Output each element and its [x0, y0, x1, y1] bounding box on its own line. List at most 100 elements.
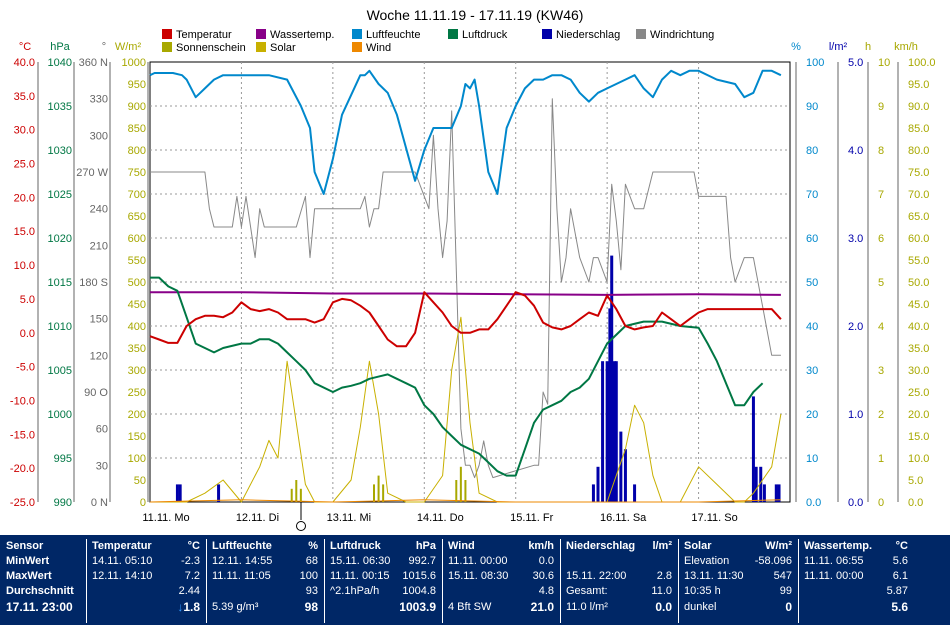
stats-divider [86, 539, 87, 623]
y-tick-label: 750 [128, 167, 146, 179]
legend-label: Wind [366, 42, 391, 54]
press-max: 1015.6 [402, 570, 436, 582]
series-line-luftdruck [150, 276, 764, 477]
y-tick-label: 600 [128, 233, 146, 245]
sunshine-bar [295, 480, 298, 502]
legend-swatch [352, 42, 362, 52]
solar-elevation: -58.096 [754, 555, 792, 567]
y-tick-label: 200 [128, 409, 146, 421]
hum-max-time: 11.11. 11:05 [212, 570, 271, 582]
y-tick-label: 250 [128, 387, 146, 399]
rain-max-time: 15.11. 22:00 [566, 570, 627, 582]
wind-avg: 4.8 [538, 585, 554, 597]
wind-max: 30.6 [532, 570, 554, 582]
y-tick-label: 90.0 [908, 101, 929, 113]
y-tick-label: 60 [96, 424, 108, 436]
rain-max: 2.8 [656, 570, 672, 582]
stats-humidity-column: Luftfeuchte% 12.11. 14:55 68 11.11. 11:05… [212, 539, 322, 623]
rain-bar [178, 484, 182, 502]
y-tick-label: 400 [128, 321, 146, 333]
y-axis-unit: km/h [894, 41, 918, 53]
y-tick-label: 5 [878, 277, 884, 289]
y-tick-label: 800 [128, 145, 146, 157]
rain-bar [762, 484, 766, 502]
stats-rain-column: Niederschlag l/m² 15.11. 22:00 2.8 Gesamt:… [566, 539, 676, 623]
y-tick-label: 1035 [48, 101, 72, 113]
water-min-time: 11.11. 06:55 [804, 555, 864, 567]
rain-bar [759, 466, 763, 502]
legend-swatch [448, 29, 458, 39]
y-tick-label: 50 [134, 475, 146, 487]
solar-status: dunkel [684, 601, 717, 613]
wind-max-time: 15.11. 08:30 [448, 570, 509, 582]
y-tick-label: 40.0 [908, 321, 929, 333]
y-tick-label: 60 [806, 233, 818, 245]
y-tick-label: 90 [806, 101, 818, 113]
rain-bar [751, 396, 755, 502]
y-tick-label: 5.0 [848, 57, 863, 69]
y-tick-label: 5.0 [20, 294, 35, 306]
stats-solar-column: Solar W/m² Elevation -58.096 13.11. 11:30 5… [684, 539, 796, 623]
y-tick-label: 500 [128, 277, 146, 289]
solar-elevation-label: Elevation [684, 555, 730, 567]
y-tick-label: 25.0 [908, 387, 929, 399]
stats-divider [206, 539, 207, 623]
y-tick-label: 10 [878, 57, 890, 69]
rain-total-label: Gesamt: [566, 585, 608, 597]
press-max-time: 11.11. 00:15 [330, 570, 390, 582]
wind-current: 21.0 [530, 600, 554, 614]
rain-bar [601, 361, 605, 502]
chart-title: Woche 11.11.19 - 17.11.19 (KW46) [367, 7, 584, 23]
stats-sensor-header: Sensor [6, 540, 44, 552]
water-current: 5.6 [891, 600, 908, 614]
y-tick-label: 0 [878, 497, 884, 509]
legend-label: Windrichtung [650, 29, 714, 41]
y-tick-label: 3.0 [848, 233, 863, 245]
legend-label: Luftfeuchte [366, 29, 420, 41]
y-tick-label: 150 [90, 314, 108, 326]
water-min: 5.6 [892, 555, 908, 567]
rain-bar [623, 449, 627, 502]
y-tick-label: 1000 [48, 409, 72, 421]
rain-bar [754, 466, 758, 502]
y-tick-label: 85.0 [908, 123, 929, 135]
y-tick-label: 75.0 [908, 167, 929, 179]
stats-minwert-label: MinWert [6, 555, 50, 567]
stats-divider [324, 539, 325, 623]
y-tick-label: 1.0 [848, 409, 863, 421]
rain-bar [619, 431, 623, 502]
series-line-windrichtung [150, 98, 781, 479]
rain-bar [612, 361, 616, 502]
y-tick-label: 10.0 [14, 260, 35, 272]
x-tick-label: 12.11. Di [236, 512, 279, 524]
hum-avg: 93 [305, 585, 318, 597]
press-avg: 1004.8 [402, 585, 436, 597]
y-axis-unit: °C [19, 41, 31, 53]
x-tick-label: 13.11. Mi [327, 512, 371, 524]
y-tick-label: 65.0 [908, 211, 929, 223]
sunshine-bar [373, 484, 375, 502]
y-tick-label: 550 [128, 255, 146, 267]
solar-header: Solar [684, 540, 712, 552]
y-tick-label: 35.0 [14, 91, 35, 103]
stats-avg-label: Durchschnitt [6, 585, 74, 597]
y-tick-label: 30 [806, 365, 818, 377]
y-tick-label: -20.0 [10, 463, 35, 475]
stats-divider [798, 539, 799, 623]
sunshine-bar [382, 484, 385, 502]
y-tick-label: 995 [54, 453, 72, 465]
y-tick-label: 210 [90, 240, 108, 252]
y-tick-label: 300 [90, 130, 108, 142]
y-tick-label: 0 N [91, 497, 108, 509]
legend-swatch [256, 29, 266, 39]
y-tick-label: 1015 [48, 277, 72, 289]
temp-avg: 2.44 [178, 585, 200, 597]
stats-panel: Sensor MinWert MaxWert Durchschnitt 17.1… [0, 535, 950, 625]
y-tick-label: 1040 [48, 57, 72, 69]
solar-max: 547 [773, 570, 792, 582]
sunshine-bar [459, 466, 462, 502]
wind-header: Wind [448, 540, 475, 552]
y-tick-label: 240 [90, 204, 108, 216]
wind-min: 0.0 [538, 555, 554, 567]
legend-swatch [636, 29, 646, 39]
